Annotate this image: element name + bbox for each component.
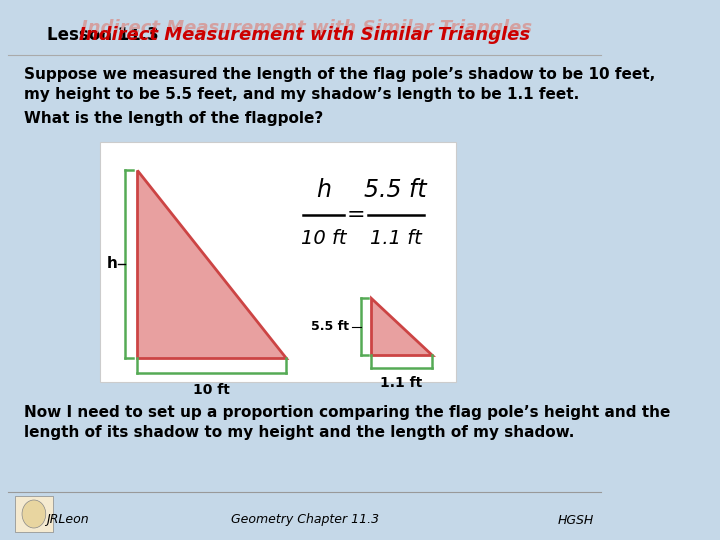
Polygon shape bbox=[371, 298, 432, 355]
Bar bbox=[15, 496, 53, 532]
Text: Indirect Measurement with Similar Triangles: Indirect Measurement with Similar Triang… bbox=[79, 26, 531, 44]
Text: HGSH: HGSH bbox=[558, 514, 594, 526]
Text: 1.1 ft: 1.1 ft bbox=[380, 376, 423, 390]
Text: JRLeon: JRLeon bbox=[47, 514, 89, 526]
Text: length of its shadow to my height and the length of my shadow.: length of its shadow to my height and th… bbox=[24, 424, 574, 440]
Text: What is the length of the flagpole?: What is the length of the flagpole? bbox=[24, 111, 323, 125]
Text: Now I need to set up a proportion comparing the flag pole’s height and the: Now I need to set up a proportion compar… bbox=[24, 404, 670, 420]
Circle shape bbox=[22, 500, 46, 528]
Text: Geometry Chapter 11.3: Geometry Chapter 11.3 bbox=[231, 514, 379, 526]
Polygon shape bbox=[138, 170, 287, 358]
Text: Lesson 11.3: Lesson 11.3 bbox=[47, 26, 158, 44]
Text: 10 ft: 10 ft bbox=[194, 383, 230, 397]
Text: Indirect Measurement with Similar Triangles: Indirect Measurement with Similar Triang… bbox=[81, 19, 532, 37]
Bar bbox=[100, 142, 456, 382]
Text: 5.5 ft: 5.5 ft bbox=[364, 178, 427, 202]
Text: Suppose we measured the length of the flag pole’s shadow to be 10 feet,: Suppose we measured the length of the fl… bbox=[24, 68, 655, 83]
Text: =: = bbox=[346, 205, 365, 225]
Text: h: h bbox=[316, 178, 331, 202]
Text: 5.5 ft: 5.5 ft bbox=[311, 320, 349, 333]
Text: 10 ft: 10 ft bbox=[301, 228, 346, 247]
Text: 1.1 ft: 1.1 ft bbox=[370, 228, 421, 247]
Text: my height to be 5.5 feet, and my shadow’s length to be 1.1 feet.: my height to be 5.5 feet, and my shadow’… bbox=[24, 87, 579, 103]
Text: h: h bbox=[107, 256, 118, 272]
